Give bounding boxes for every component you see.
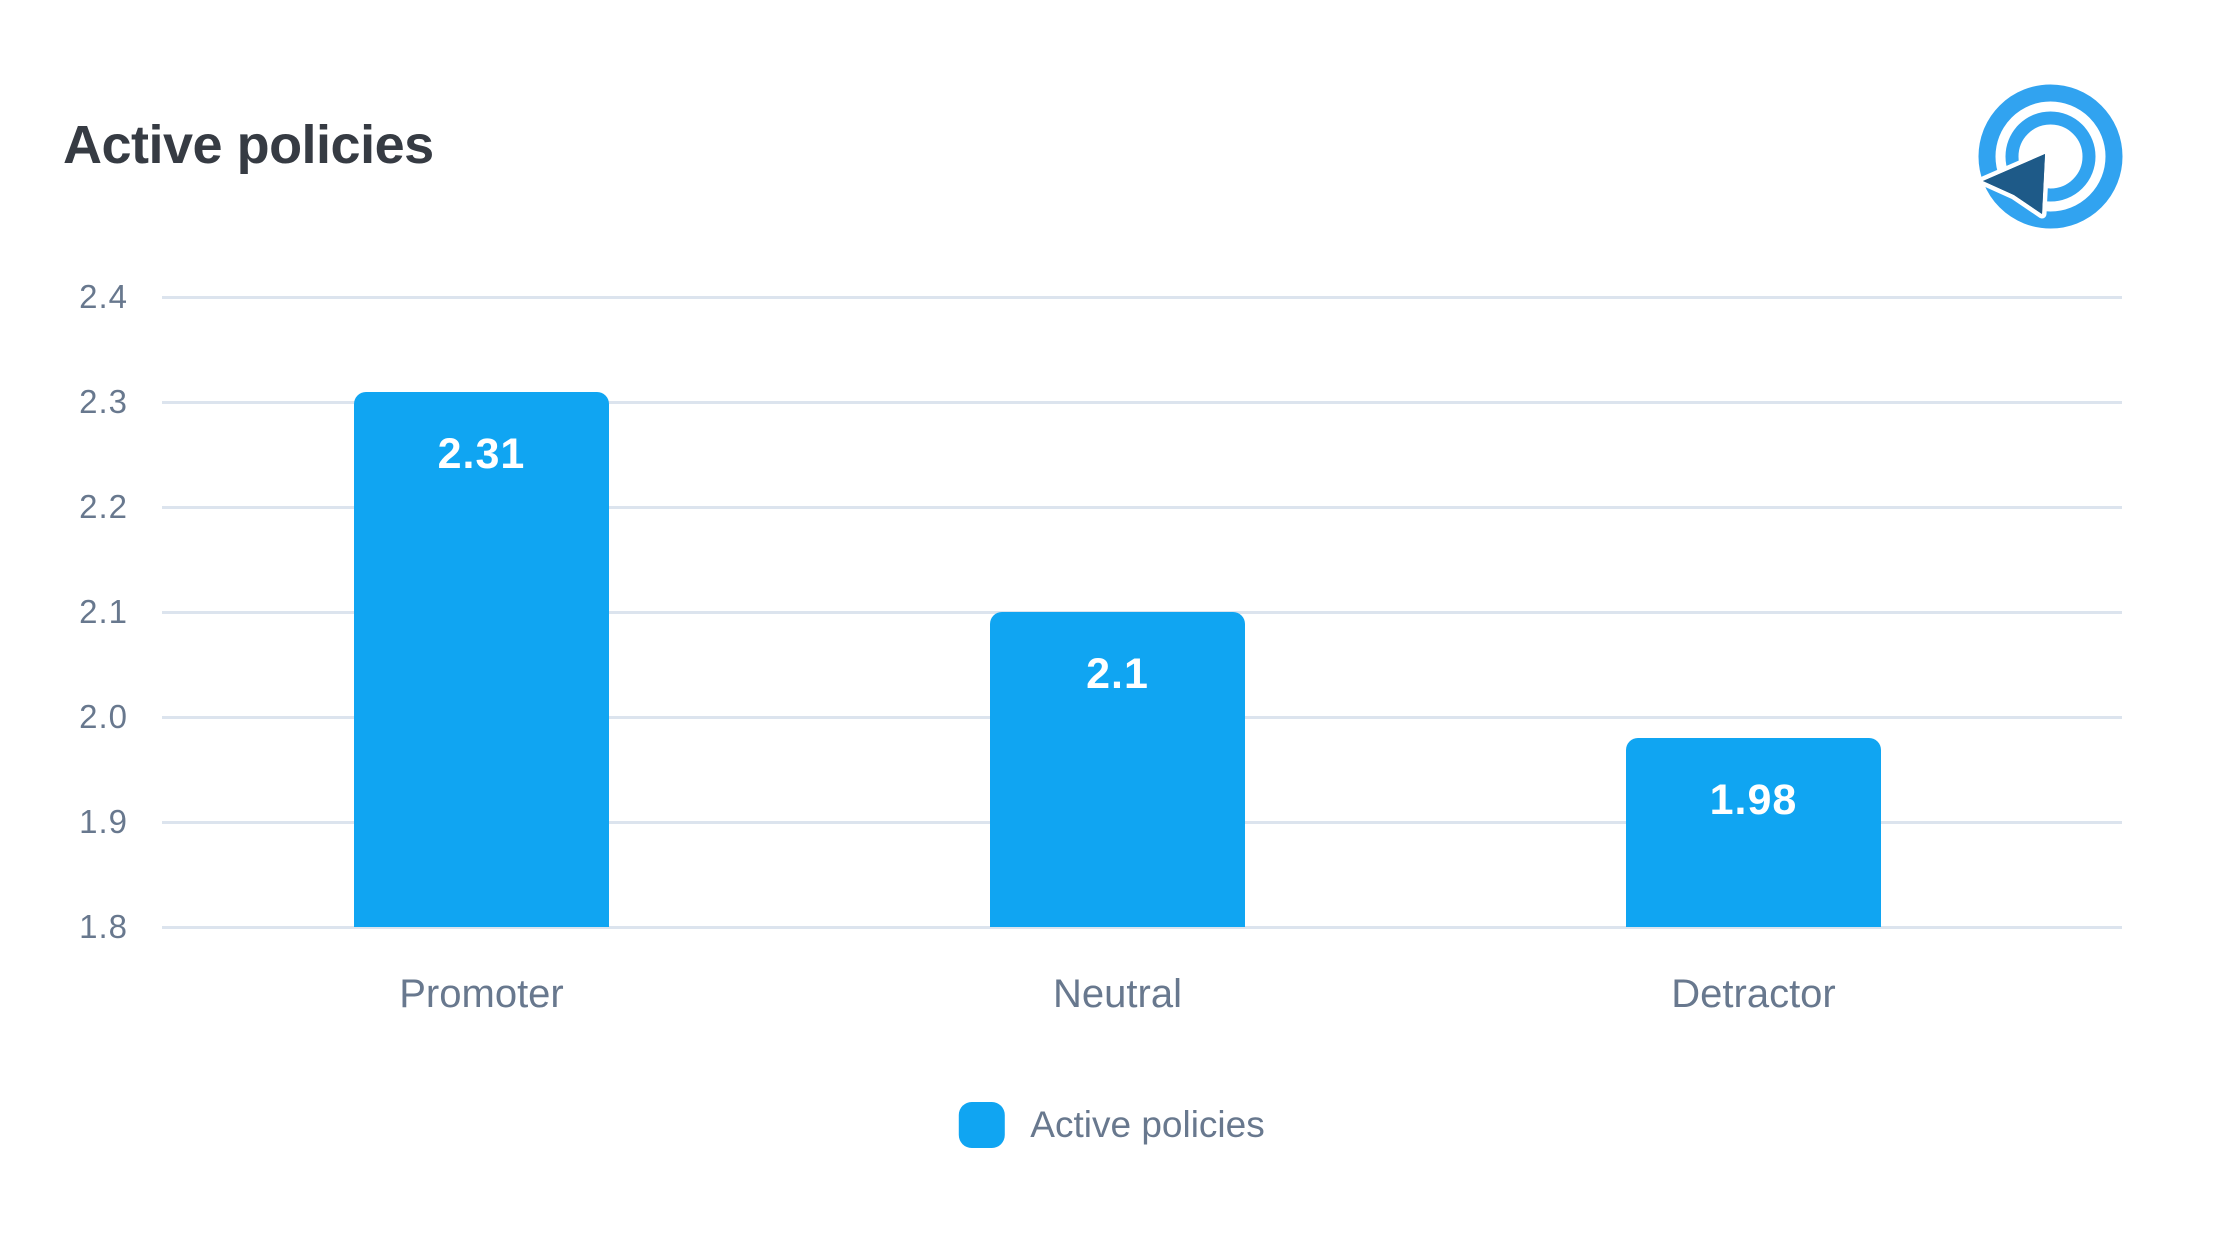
y-tick-label: 1.9 — [79, 803, 128, 840]
legend-swatch[interactable] — [958, 1102, 1005, 1148]
bar-value-label: 1.98 — [1709, 776, 1798, 824]
x-category-label-neutral: Neutral — [1053, 972, 1182, 1016]
gridline — [162, 505, 2122, 509]
x-category-label-promoter: Promoter — [399, 972, 564, 1016]
bar-detractor[interactable]: 1.98 — [1626, 738, 1881, 927]
y-tick-label: 2.1 — [79, 593, 128, 630]
y-tick-label: 2.3 — [79, 383, 128, 420]
y-tick-label: 2.0 — [79, 698, 128, 735]
legend-item-active-policies[interactable]: Active policies — [958, 1102, 1265, 1148]
y-tick-label: 2.4 — [79, 278, 128, 315]
bar-value-label: 2.31 — [437, 429, 526, 478]
x-category-label-detractor: Detractor — [1671, 972, 1836, 1016]
target-cursor-icon — [1978, 84, 2123, 229]
bar-neutral[interactable]: 2.1 — [990, 612, 1245, 927]
page-title: Active policies — [63, 115, 434, 175]
brand-logo — [1978, 84, 2123, 229]
bar-value-label: 2.1 — [1086, 650, 1149, 698]
gridline — [162, 295, 2122, 299]
gridline — [162, 400, 2122, 404]
legend-label: Active policies — [1030, 1104, 1265, 1145]
gridline — [162, 925, 2122, 929]
y-tick-label: 1.8 — [79, 908, 128, 945]
y-tick-label: 2.2 — [79, 488, 128, 525]
bar-promoter[interactable]: 2.31 — [354, 391, 609, 927]
